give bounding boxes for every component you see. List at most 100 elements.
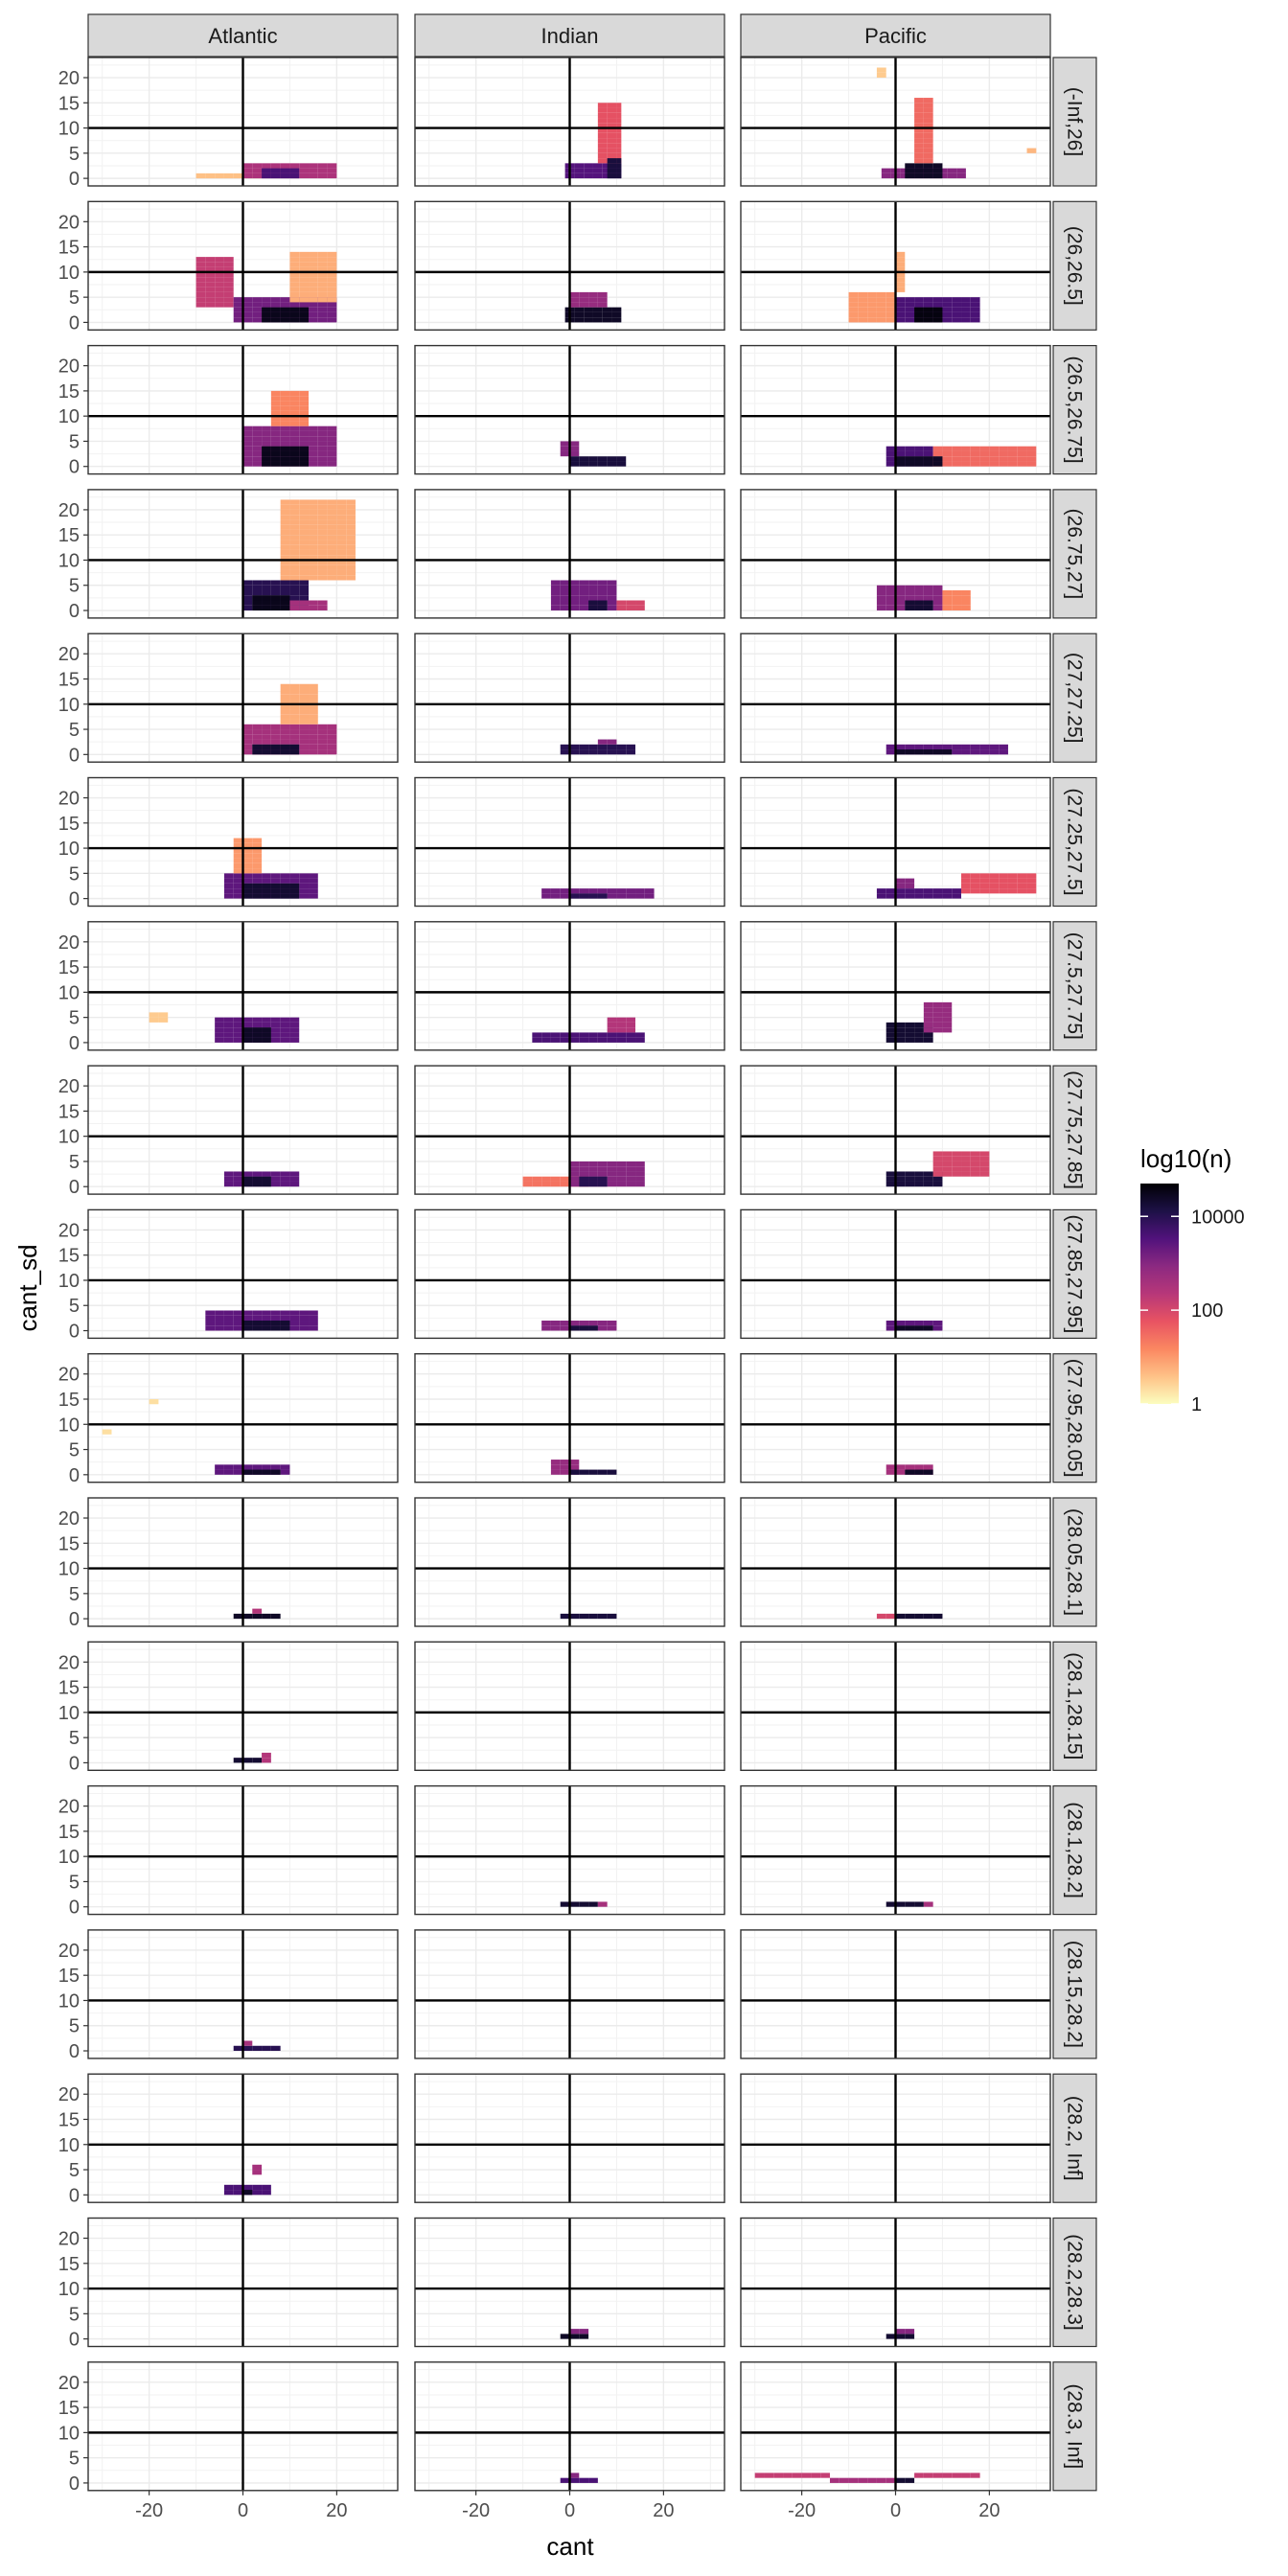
heat-tile [299,744,310,750]
heat-tile [327,504,337,510]
heat-tile [309,266,318,272]
heat-tile [626,1166,636,1172]
heat-tile [252,1027,263,1033]
heat-tile [952,450,962,457]
heat-tile [262,1325,271,1331]
heat-tile [607,138,617,144]
heat-tile [858,307,868,312]
heat-tile [242,838,253,843]
heat-tile [280,540,290,545]
y-tick-label: 10 [58,2423,80,2444]
y-tick-label: 20 [58,212,80,233]
heat-tile [242,1613,253,1620]
heat-tile [309,1325,318,1331]
heat-tile [932,1321,943,1326]
heat-tile [895,1464,906,1470]
heat-tile [233,1027,243,1033]
heat-tile [952,893,962,899]
heat-tile [626,744,636,750]
heat-tile [1026,461,1037,467]
panel-15-1 [414,2217,725,2348]
heat-tile [616,888,627,894]
heat-tile [233,1321,243,1326]
heat-tile [299,535,310,540]
heat-tile [588,1321,598,1326]
row-strips: (-Inf,26](26,26.5](26.5,26.75](26.75,27]… [1052,57,1097,2492]
heat-tile [223,878,234,884]
heat-tile [588,589,598,596]
panel-3-1 [414,489,725,619]
row-strip-label: (27.85,27.95] [1064,1215,1086,1334]
heat-tile [979,749,990,755]
heat-tile [317,287,328,292]
y-tick-label: 0 [69,1465,80,1486]
heat-tile [270,1022,281,1028]
heat-tile [895,1171,906,1177]
heat-tile [280,729,290,735]
heat-tile [270,401,281,406]
heat-tile [932,317,943,323]
heat-tile [262,1022,271,1028]
heat-tile [895,1469,906,1475]
heat-tile [149,1398,159,1405]
panel-border [414,1497,725,1627]
panel-border [87,1641,399,1772]
heat-tile [280,524,290,530]
heat-tile [309,461,318,467]
heat-tile [579,888,589,894]
heat-tile [616,456,627,462]
heat-tile [848,2477,859,2483]
panel-4-1 [414,632,725,763]
heat-tile [196,302,206,308]
heat-tile [569,2334,580,2339]
heat-tile [923,1032,933,1038]
heat-tile [644,888,655,894]
y-tick-label: 10 [58,1847,80,1868]
heat-tile [592,172,603,179]
heat-tile [588,585,598,590]
heat-tile [569,893,580,899]
heat-tile [886,595,896,601]
heat-tile [532,1037,542,1043]
heat-tile [867,297,877,303]
heat-tile [764,2472,774,2478]
heat-tile [233,878,243,884]
y-tick-label: 10 [58,1127,80,1148]
heat-tile [560,1460,570,1465]
heat-tile [569,2329,580,2334]
heat-tile [607,1166,617,1172]
heat-tile [196,257,206,263]
heat-tile [317,734,328,740]
heat-tile [607,1181,617,1187]
heat-tile [970,297,980,303]
row-strip-bg [1052,1784,1097,1916]
heat-tile [280,446,290,451]
heat-tile [886,589,896,596]
heat-tile [607,595,617,601]
heat-tile [317,535,328,540]
heat-tile [242,426,253,431]
y-tick-label: 20 [58,356,80,378]
heat-tile [270,1315,281,1322]
heat-tile [905,456,915,462]
heat-tile [886,461,896,467]
heat-tile [886,446,896,451]
heat-tile [289,719,300,724]
heat-tile [923,1037,933,1043]
heat-tile [923,589,933,596]
heat-tile [215,291,224,298]
heat-tile [932,595,943,601]
heat-tile [923,143,933,149]
heat-tile [900,172,910,179]
y-tick-label: 10 [58,695,80,716]
heat-tile [270,405,281,411]
y-tick-label: 20 [58,1941,80,1962]
heat-tile [858,302,868,308]
heat-tile [574,168,585,173]
heat-tile [597,739,608,745]
heat-tile [895,893,906,899]
heat-tile [262,2045,271,2052]
heat-tile [252,2164,263,2171]
heat-tile [607,888,617,894]
heat-tile [607,143,617,149]
